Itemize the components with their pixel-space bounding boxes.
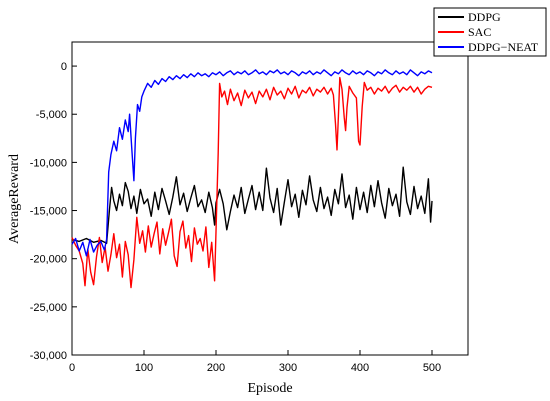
- series-line-1: [71, 76, 433, 289]
- legend-label-2: DDPG−NEAT: [468, 40, 539, 54]
- x-tick-label: 100: [135, 362, 153, 374]
- plot-frame: [71, 41, 469, 356]
- axis-ticks: 0 100 200 300 400 500 0 -5,000 -10,000 -15,000 -20…: [30, 61, 441, 374]
- x-tick-label: 200: [207, 362, 225, 374]
- x-tick-label: 500: [423, 362, 441, 374]
- y-tick-label: -30,000: [30, 350, 67, 362]
- x-tick-label: 400: [351, 362, 369, 374]
- x-tick-label: 0: [69, 362, 75, 374]
- x-tick-label: 300: [279, 362, 297, 374]
- y-tick-label: -10,000: [30, 157, 67, 169]
- x-axis-title: Episode: [247, 381, 292, 396]
- series-line-0: [71, 166, 433, 245]
- legend-label-1: SAC: [468, 25, 491, 39]
- legend-label-0: DDPG: [468, 10, 501, 24]
- y-tick-label: -15,000: [30, 206, 67, 218]
- y-tick-label: -5,000: [36, 109, 67, 121]
- series-lines: [71, 69, 433, 289]
- y-axis-title: AverageReward: [7, 154, 22, 244]
- y-tick-label: -25,000: [30, 302, 67, 314]
- y-tick-label: 0: [61, 61, 67, 73]
- series-line-2: [71, 69, 433, 257]
- y-tick-label: -20,000: [30, 254, 67, 266]
